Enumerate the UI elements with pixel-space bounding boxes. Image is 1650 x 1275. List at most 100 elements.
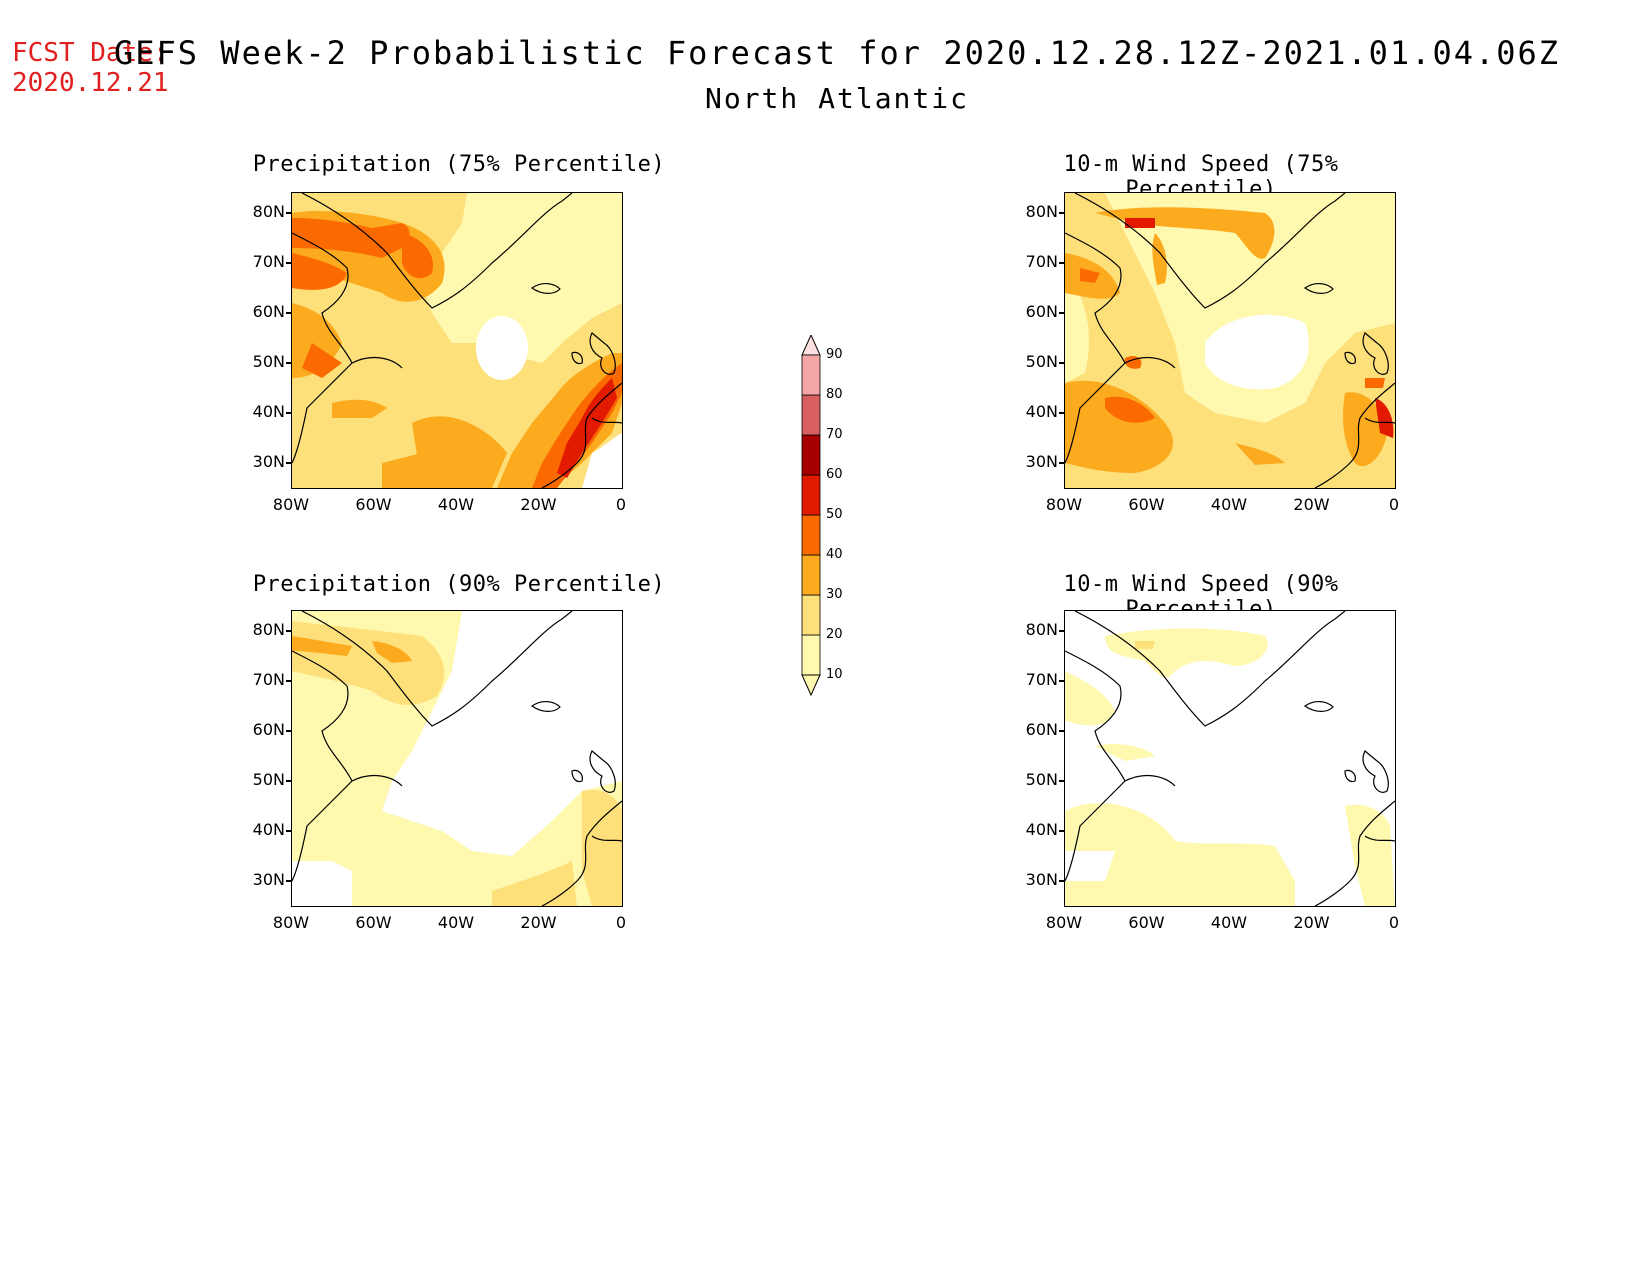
- lat-tick-mark-precip-75: [286, 462, 292, 464]
- lat-tick-mark-wind-75: [1059, 462, 1065, 464]
- precip-90-contours: [292, 611, 622, 906]
- lat-tick-wind-75: 30N: [1025, 452, 1058, 471]
- lon-tick-precip-75: 20W: [520, 495, 557, 514]
- lat-tick-mark-wind-90: [1059, 880, 1065, 882]
- lat-tick-precip-75: 60N: [252, 302, 285, 321]
- figure-title: GEFS Week-2 Probabilistic Forecast for 2…: [113, 34, 1561, 72]
- map-panel-wind-90: [1064, 610, 1396, 907]
- lat-tick-wind-90: 30N: [1025, 870, 1058, 889]
- lat-tick-mark-precip-75: [286, 212, 292, 214]
- lat-tick-precip-90: 40N: [252, 820, 285, 839]
- lat-tick-mark-precip-75: [286, 262, 292, 264]
- lon-tick-wind-90: 80W: [1045, 913, 1083, 932]
- lon-tick-precip-90: 60W: [355, 913, 392, 932]
- colorbar-swatch: [801, 594, 821, 636]
- lat-tick-precip-90: 30N: [252, 870, 285, 889]
- colorbar-swatch: [801, 514, 821, 556]
- lat-tick-wind-75: 80N: [1025, 202, 1058, 221]
- forecast-date-label: FCST Date: 2020.12.21: [12, 38, 169, 98]
- lat-tick-mark-wind-90: [1059, 830, 1065, 832]
- lat-tick-mark-precip-90: [286, 630, 292, 632]
- panel-title-wind-90: 10-m Wind Speed (90% Percentile): [1063, 572, 1339, 622]
- lon-tick-precip-75: 80W: [272, 495, 310, 514]
- lat-tick-precip-75: 40N: [252, 402, 285, 421]
- precip-75-contours: [292, 193, 622, 488]
- lon-tick-precip-75: 40W: [437, 495, 475, 514]
- panel-title-precip-90: Precipitation (90% Percentile): [252, 572, 666, 597]
- map-panel-precip-90: [291, 610, 623, 907]
- lon-tick-wind-75: 0: [1388, 495, 1400, 514]
- lon-tick-precip-90: 20W: [520, 913, 557, 932]
- colorbar-swatch: [801, 554, 821, 596]
- lat-tick-precip-90: 70N: [252, 670, 285, 689]
- lat-tick-precip-75: 70N: [252, 252, 285, 271]
- lon-tick-precip-75: 0: [615, 495, 627, 514]
- lat-tick-precip-75: 80N: [252, 202, 285, 221]
- lon-tick-wind-90: 20W: [1293, 913, 1330, 932]
- fcst-date: 2020.12.21: [12, 68, 169, 98]
- colorbar-label: 30: [826, 587, 843, 602]
- lat-tick-mark-precip-75: [286, 412, 292, 414]
- map-panel-wind-75: [1064, 192, 1396, 489]
- fcst-label: FCST Date:: [12, 38, 169, 68]
- lon-tick-wind-75: 20W: [1293, 495, 1330, 514]
- lon-tick-wind-90: 60W: [1128, 913, 1165, 932]
- lat-tick-wind-75: 50N: [1025, 352, 1058, 371]
- colorbar-label: 70: [826, 427, 843, 442]
- lat-tick-wind-90: 70N: [1025, 670, 1058, 689]
- colorbar-label: 20: [826, 627, 843, 642]
- lon-tick-precip-90: 80W: [272, 913, 310, 932]
- lat-tick-mark-precip-90: [286, 880, 292, 882]
- lat-tick-precip-90: 50N: [252, 770, 285, 789]
- lat-tick-wind-90: 60N: [1025, 720, 1058, 739]
- lon-tick-wind-90: 40W: [1210, 913, 1248, 932]
- lat-tick-wind-75: 40N: [1025, 402, 1058, 421]
- lon-tick-precip-90: 0: [615, 913, 627, 932]
- lat-tick-mark-wind-90: [1059, 780, 1065, 782]
- lat-tick-mark-wind-90: [1059, 680, 1065, 682]
- map-panel-precip-75: [291, 192, 623, 489]
- colorbar-top-cap: [801, 333, 821, 356]
- colorbar: 10 20 30 40 50 60 70 80 90: [800, 333, 880, 739]
- lat-tick-mark-precip-90: [286, 830, 292, 832]
- lat-tick-mark-precip-75: [286, 312, 292, 314]
- lat-tick-wind-75: 60N: [1025, 302, 1058, 321]
- lat-tick-mark-wind-75: [1059, 312, 1065, 314]
- colorbar-swatch: [801, 394, 821, 436]
- lat-tick-mark-precip-90: [286, 780, 292, 782]
- colorbar-swatch: [801, 434, 821, 476]
- figure-title-block: GEFS Week-2 Probabilistic Forecast for 2…: [0, 34, 1650, 115]
- wind-90-contours: [1065, 611, 1395, 906]
- lat-tick-wind-90: 80N: [1025, 620, 1058, 639]
- colorbar-swatch: [801, 474, 821, 516]
- lat-tick-precip-75: 30N: [252, 452, 285, 471]
- lat-tick-precip-90: 80N: [252, 620, 285, 639]
- lon-tick-precip-75: 60W: [355, 495, 392, 514]
- colorbar-swatch: [801, 354, 821, 396]
- figure-subtitle: North Atlantic: [704, 82, 969, 115]
- panel-title-precip-75: Precipitation (75% Percentile): [252, 152, 666, 177]
- colorbar-swatch: [801, 634, 821, 676]
- colorbar-bottom-cap: [801, 674, 821, 697]
- colorbar-label: 50: [826, 507, 843, 522]
- lon-tick-wind-75: 40W: [1210, 495, 1248, 514]
- lat-tick-wind-90: 50N: [1025, 770, 1058, 789]
- lat-tick-precip-75: 50N: [252, 352, 285, 371]
- lat-tick-precip-90: 60N: [252, 720, 285, 739]
- colorbar-label: 80: [826, 387, 843, 402]
- lon-tick-wind-75: 60W: [1128, 495, 1165, 514]
- wind-75-contours: [1065, 193, 1395, 488]
- lon-tick-precip-90: 40W: [437, 913, 475, 932]
- lat-tick-mark-wind-75: [1059, 262, 1065, 264]
- lat-tick-mark-wind-75: [1059, 362, 1065, 364]
- colorbar-label: 40: [826, 547, 843, 562]
- lat-tick-mark-precip-90: [286, 730, 292, 732]
- lat-tick-mark-wind-75: [1059, 412, 1065, 414]
- colorbar-label: 60: [826, 467, 843, 482]
- lat-tick-mark-wind-75: [1059, 212, 1065, 214]
- lat-tick-mark-wind-90: [1059, 630, 1065, 632]
- lat-tick-mark-precip-75: [286, 362, 292, 364]
- lon-tick-wind-75: 80W: [1045, 495, 1083, 514]
- colorbar-label: 90: [826, 347, 843, 362]
- lat-tick-mark-wind-90: [1059, 730, 1065, 732]
